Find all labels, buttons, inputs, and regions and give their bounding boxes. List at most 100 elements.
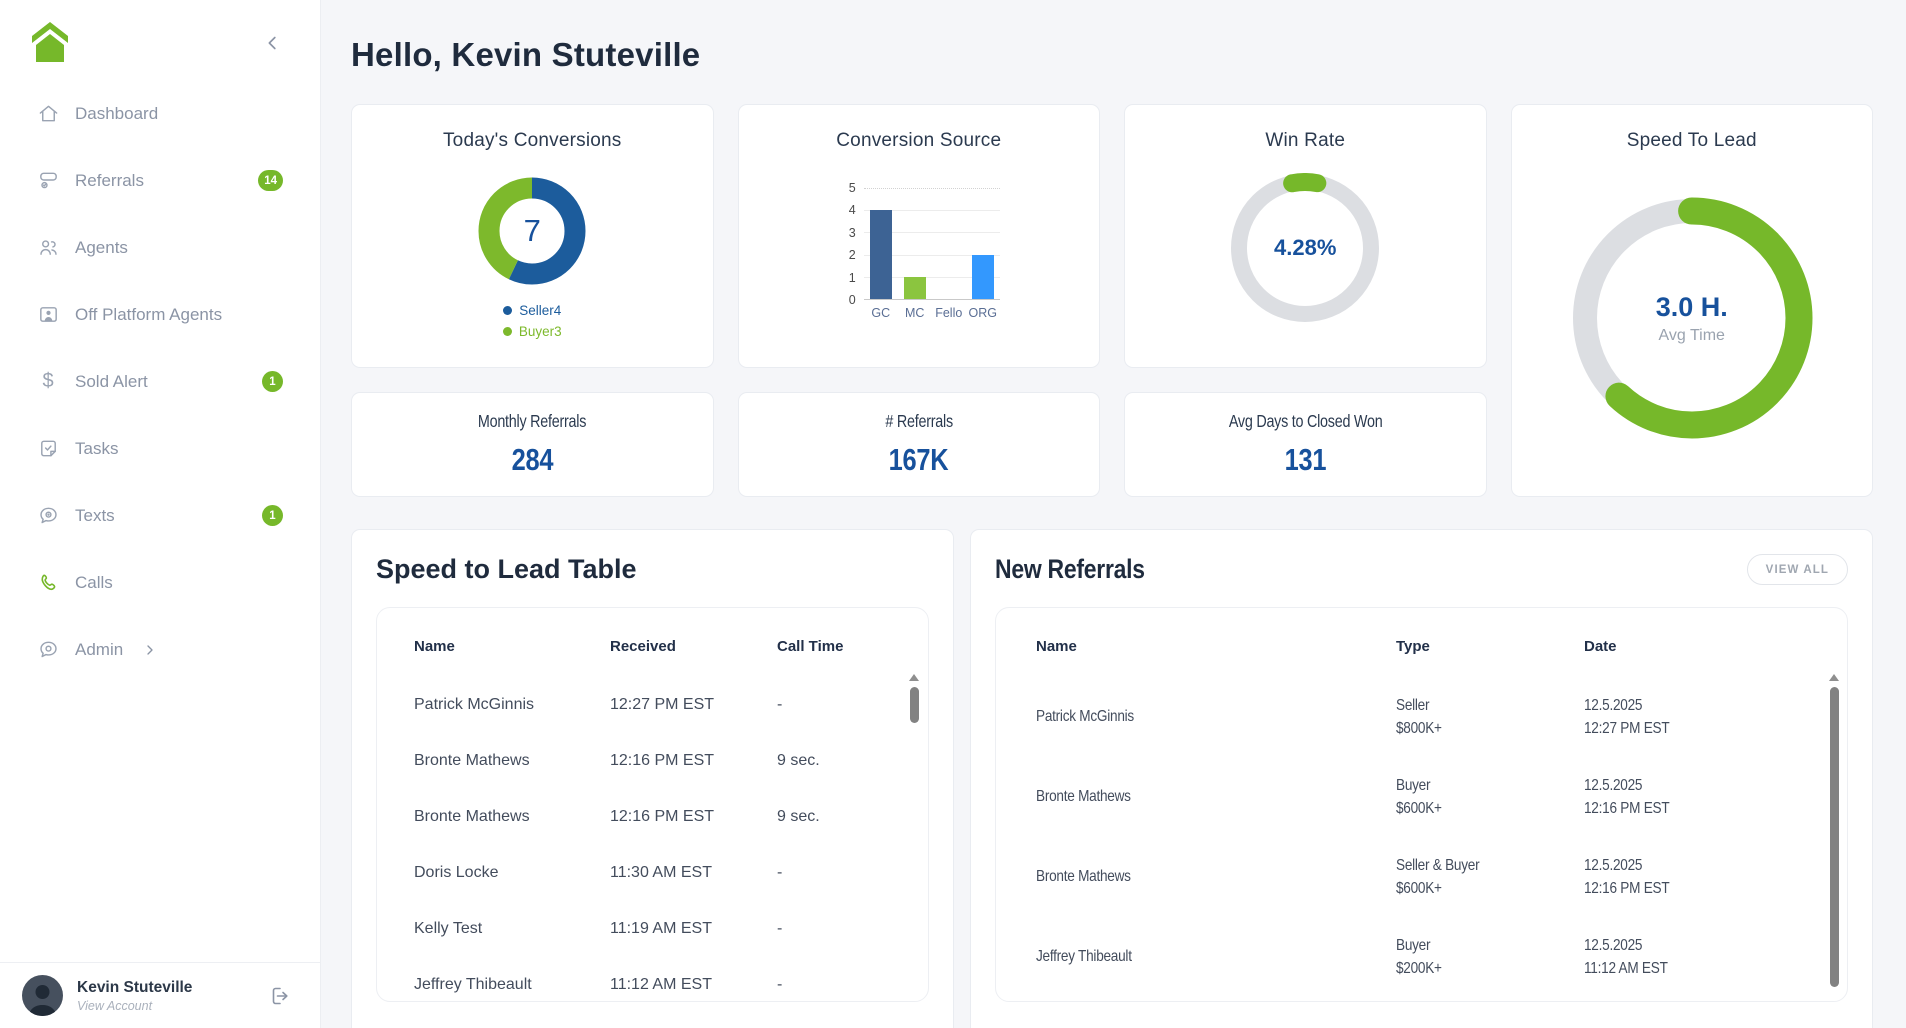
admin-icon xyxy=(36,638,60,662)
stat-value: 284 xyxy=(511,442,554,477)
referrals-count-badge: 14 xyxy=(258,170,283,191)
legend-item-seller: Seller4 xyxy=(503,303,561,318)
plot-area: GC MC Fello ORG xyxy=(863,188,1000,320)
sidebar-collapse-icon[interactable] xyxy=(262,32,286,56)
view-account-link[interactable]: View Account xyxy=(77,998,153,1013)
sidebar-item-dashboard[interactable]: Dashboard xyxy=(0,80,320,147)
table-row[interactable]: Bronte Mathews Seller & Buyer $600K+ 12.5… xyxy=(1036,857,1670,897)
column-header-type: Type xyxy=(1396,638,1430,655)
logout-icon[interactable] xyxy=(268,984,292,1008)
sidebar-item-label: Referrals xyxy=(75,170,144,190)
win-rate-card: Win Rate 4.28% xyxy=(1124,104,1487,368)
scrollbar-thumb[interactable] xyxy=(1829,687,1839,987)
sidebar-item-tasks[interactable]: Tasks xyxy=(0,415,320,482)
main-content: Hello, Kevin Stuteville Today's Conversi… xyxy=(321,0,1906,1028)
sidebar-item-off-platform-agents[interactable]: Off Platform Agents xyxy=(0,281,320,348)
agents-icon xyxy=(36,236,60,260)
table-row[interactable]: Jeffrey Thibeault 11:12 AM EST - xyxy=(414,976,783,993)
table-row[interactable]: Patrick McGinnis Seller $800K+ 12.5.2025 1… xyxy=(1036,697,1670,737)
conversions-total: 7 xyxy=(523,213,541,248)
home-icon xyxy=(36,102,60,126)
scroll-up-icon[interactable] xyxy=(1829,674,1839,681)
sidebar-item-texts[interactable]: Texts 1 xyxy=(0,482,320,549)
sidebar-item-referrals[interactable]: Referrals 14 xyxy=(0,147,320,214)
scroll-up-icon[interactable] xyxy=(909,674,919,681)
table-scrollbar[interactable] xyxy=(908,674,920,723)
table-row[interactable]: Patrick McGinnis 12:27 PM EST - xyxy=(414,696,783,713)
table-row[interactable]: Bronte Mathews Buyer $600K+ 12.5.2025 12:1… xyxy=(1036,777,1670,817)
column-header-date: Date xyxy=(1584,638,1617,655)
monthly-referrals-stat-card: Monthly Referrals 284 xyxy=(351,392,714,497)
speed-to-lead-card: Speed To Lead 3.0 H. Avg Time xyxy=(1510,104,1873,497)
sidebar-item-agents[interactable]: Agents xyxy=(0,214,320,281)
win-rate-value: 4.28% xyxy=(1274,235,1337,260)
table-row[interactable]: Bronte Mathews 12:16 PM EST 9 sec. xyxy=(414,808,820,825)
sidebar-item-label: Dashboard xyxy=(75,103,159,123)
table-row[interactable]: Bronte Mathews 12:16 PM EST 9 sec. xyxy=(414,752,820,769)
avg-days-stat-card: Avg Days to Closed Won 131 xyxy=(1124,392,1487,497)
column-header-name: Name xyxy=(1036,638,1077,655)
legend-label: Seller4 xyxy=(519,303,562,318)
card-title: Win Rate xyxy=(1265,130,1346,151)
sidebar-item-label: Tasks xyxy=(75,438,119,458)
off-platform-agents-icon xyxy=(36,303,60,327)
stat-label: # Referrals xyxy=(885,411,953,431)
legend-item-buyer: Buyer3 xyxy=(502,324,562,339)
table-title: Speed to Lead Table xyxy=(376,554,637,584)
conversions-donut-chart: 7 xyxy=(478,177,586,285)
sidebar-item-sold-alert[interactable]: $ Sold Alert 1 xyxy=(0,348,320,415)
stat-value: 167K xyxy=(888,442,949,477)
dollar-icon: $ xyxy=(42,370,54,392)
sold-alert-count-badge: 1 xyxy=(262,371,283,392)
table-row[interactable]: Jeffrey Thibeault Buyer $200K+ 12.5.2025 1… xyxy=(1036,937,1668,977)
view-all-button[interactable]: VIEW ALL xyxy=(1746,554,1848,585)
conversion-source-bar-chart: 5 4 3 2 1 0 xyxy=(838,181,1000,320)
brand-logo-icon[interactable] xyxy=(28,20,72,64)
sidebar-nav: Dashboard Referrals 14 Agents Off Pl xyxy=(0,80,320,683)
sidebar-item-admin[interactable]: Admin xyxy=(0,616,320,683)
new-referrals-table: Name Type Date Patrick McGinnis Seller $8… xyxy=(995,607,1848,1002)
kpi-cards-row: Today's Conversions 7 S xyxy=(351,104,1873,497)
tasks-icon xyxy=(36,437,60,461)
sidebar-item-label: Off Platform Agents xyxy=(75,304,223,324)
speed-to-lead-value: 3.0 H. xyxy=(1655,291,1728,322)
stat-label: Monthly Referrals xyxy=(478,411,587,431)
speed-to-lead-table-card: Speed to Lead Table Name Received Call T… xyxy=(351,529,954,1028)
scrollbar-thumb[interactable] xyxy=(909,687,919,723)
table-scrollbar[interactable] xyxy=(1828,674,1840,987)
sidebar: Dashboard Referrals 14 Agents Off Pl xyxy=(0,0,321,1028)
win-rate-gauge: 4.28% xyxy=(1230,173,1381,323)
legend-label: Buyer3 xyxy=(518,324,562,339)
column-header-received: Received xyxy=(610,638,676,655)
todays-conversions-card: Today's Conversions 7 S xyxy=(351,104,714,368)
table-row[interactable]: Doris Locke 11:30 AM EST - xyxy=(414,864,783,881)
table-row[interactable]: Kelly Test 11:19 AM EST - xyxy=(414,920,783,937)
sidebar-item-label: Sold Alert xyxy=(75,371,148,391)
seller-dot-icon xyxy=(503,306,513,315)
card-title: Speed To Lead xyxy=(1626,130,1757,151)
sidebar-item-label: Admin xyxy=(75,639,124,659)
conversions-legend: Seller4 Buyer3 xyxy=(352,303,713,339)
conversion-source-card: Conversion Source 5 4 3 2 1 0 xyxy=(737,104,1100,368)
profile-text: Kevin Stuteville View Account xyxy=(77,979,254,1013)
stat-value: 131 xyxy=(1284,442,1327,477)
texts-icon xyxy=(36,504,60,528)
table-header: Name Received Call Time xyxy=(377,608,928,655)
sidebar-item-label: Calls xyxy=(75,572,113,592)
card-title: Today's Conversions xyxy=(442,130,622,151)
referrals-icon xyxy=(36,169,60,193)
user-profile[interactable]: Kevin Stuteville View Account xyxy=(0,962,320,1028)
card-title: Conversion Source xyxy=(836,130,1002,151)
sidebar-item-calls[interactable]: Calls xyxy=(0,549,320,616)
column-header-name: Name xyxy=(414,638,455,655)
new-referrals-card: New Referrals VIEW ALL Name Type Date Pa… xyxy=(970,529,1873,1028)
texts-count-badge: 1 xyxy=(262,505,283,526)
num-referrals-stat-card: # Referrals 167K xyxy=(737,392,1100,497)
bar-gc xyxy=(869,210,892,299)
page-title: Hello, Kevin Stuteville xyxy=(351,36,701,73)
y-axis: 5 4 3 2 1 0 xyxy=(848,181,856,307)
speed-to-lead-sublabel: Avg Time xyxy=(1658,326,1725,344)
tables-row: Speed to Lead Table Name Received Call T… xyxy=(351,529,1873,1028)
x-axis-labels: GC MC Fello ORG xyxy=(871,306,997,320)
